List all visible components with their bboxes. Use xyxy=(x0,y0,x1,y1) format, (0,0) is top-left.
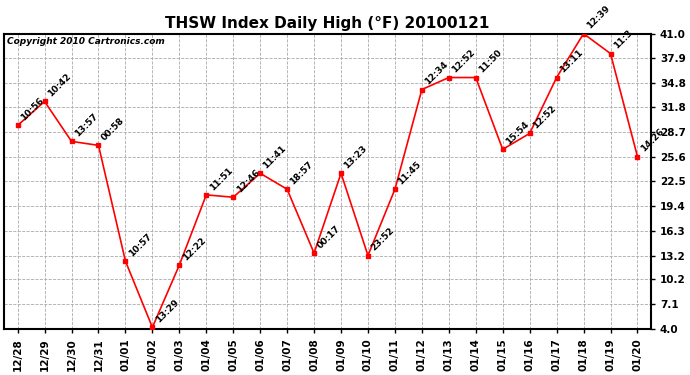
Text: 11:41: 11:41 xyxy=(262,144,288,171)
Text: 10:42: 10:42 xyxy=(46,72,72,99)
Text: Copyright 2010 Cartronics.com: Copyright 2010 Cartronics.com xyxy=(8,37,165,46)
Text: 10:56: 10:56 xyxy=(19,96,46,123)
Text: 15:54: 15:54 xyxy=(504,120,531,147)
Text: 23:52: 23:52 xyxy=(369,226,396,253)
Text: 11:51: 11:51 xyxy=(208,165,235,192)
Text: 11:45: 11:45 xyxy=(396,160,423,186)
Text: 18:57: 18:57 xyxy=(288,160,315,186)
Text: 12:46: 12:46 xyxy=(235,168,262,195)
Text: 10:57: 10:57 xyxy=(127,232,153,258)
Text: 12:39: 12:39 xyxy=(585,4,611,31)
Text: 11:50: 11:50 xyxy=(477,48,504,75)
Text: 13:23: 13:23 xyxy=(342,144,369,171)
Text: 00:17: 00:17 xyxy=(315,224,342,251)
Text: 11:3: 11:3 xyxy=(612,28,634,51)
Text: 12:52: 12:52 xyxy=(450,48,477,75)
Text: 12:34: 12:34 xyxy=(423,60,450,87)
Text: 12:52: 12:52 xyxy=(531,104,558,130)
Text: 13:11: 13:11 xyxy=(558,48,584,75)
Text: 14:26: 14:26 xyxy=(639,127,666,154)
Text: 00:58: 00:58 xyxy=(100,116,126,142)
Text: 13:57: 13:57 xyxy=(73,112,99,139)
Text: 12:22: 12:22 xyxy=(181,236,207,262)
Text: 13:29: 13:29 xyxy=(154,298,181,324)
Title: THSW Index Daily High (°F) 20100121: THSW Index Daily High (°F) 20100121 xyxy=(166,16,490,31)
